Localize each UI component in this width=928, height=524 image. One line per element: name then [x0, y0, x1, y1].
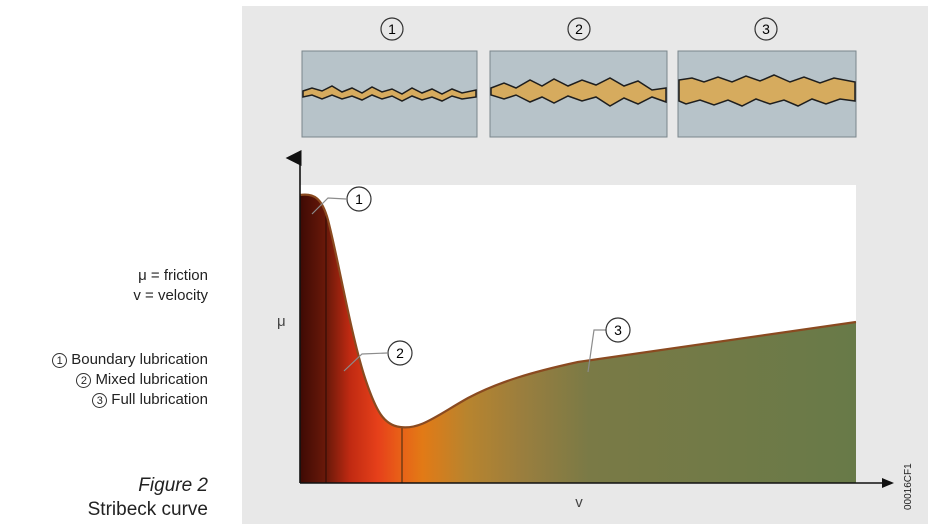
- svg-text:2: 2: [396, 345, 404, 361]
- legend-definitions: μ = friction v = velocity: [133, 266, 208, 306]
- x-axis-arrowhead: [882, 478, 894, 488]
- stribeck-diagram: 1 2 3 μ v 1 2 3: [242, 6, 928, 524]
- svg-text:3: 3: [762, 21, 770, 37]
- figure-title: Stribeck curve: [87, 499, 208, 520]
- stribeck-curve: [299, 193, 857, 429]
- svg-text:00016CF1: 00016CF1: [903, 463, 914, 510]
- circled-number-1: 1: [52, 352, 68, 368]
- legend-regions: 1 Boundary lubrication 2 Mixed lubricati…: [52, 350, 208, 410]
- friction-area: [300, 194, 856, 483]
- svg-text:1: 1: [388, 21, 396, 37]
- surface-panel-full: [677, 50, 857, 138]
- circled-number-3: 3: [92, 392, 108, 408]
- legend-label-full: Full lubrication: [111, 391, 208, 408]
- curve-marker-1: 1: [311, 186, 372, 215]
- surface-panel-mixed: [489, 50, 668, 138]
- figure-caption: Figure 2 Stribeck curve: [88, 474, 208, 522]
- circled-number-2: 2: [76, 372, 92, 388]
- surface-panel-boundary: [301, 50, 478, 138]
- top-label-2: 2: [567, 17, 591, 41]
- image-code: 00016CF1: [903, 463, 914, 510]
- curve-marker-2: 2: [343, 340, 413, 372]
- top-label-1: 1: [380, 17, 404, 41]
- legend-item-full: 3 Full lubrication: [52, 390, 208, 410]
- svg-text:1: 1: [355, 191, 363, 207]
- y-axis-label: μ: [277, 313, 286, 330]
- definition-velocity: v = velocity: [133, 287, 208, 304]
- figure-number: Figure 2: [138, 475, 208, 496]
- curve-marker-3: 3: [587, 317, 631, 373]
- legend-label-mixed: Mixed lubrication: [95, 371, 208, 388]
- x-axis-label: v: [575, 494, 583, 511]
- top-label-3: 3: [754, 17, 778, 41]
- legend-item-boundary: 1 Boundary lubrication: [52, 350, 208, 370]
- svg-text:3: 3: [614, 322, 622, 338]
- definition-friction: μ = friction: [138, 267, 208, 284]
- legend-item-mixed: 2 Mixed lubrication: [52, 370, 208, 390]
- svg-text:2: 2: [575, 21, 583, 37]
- legend-label-boundary: Boundary lubrication: [71, 351, 208, 368]
